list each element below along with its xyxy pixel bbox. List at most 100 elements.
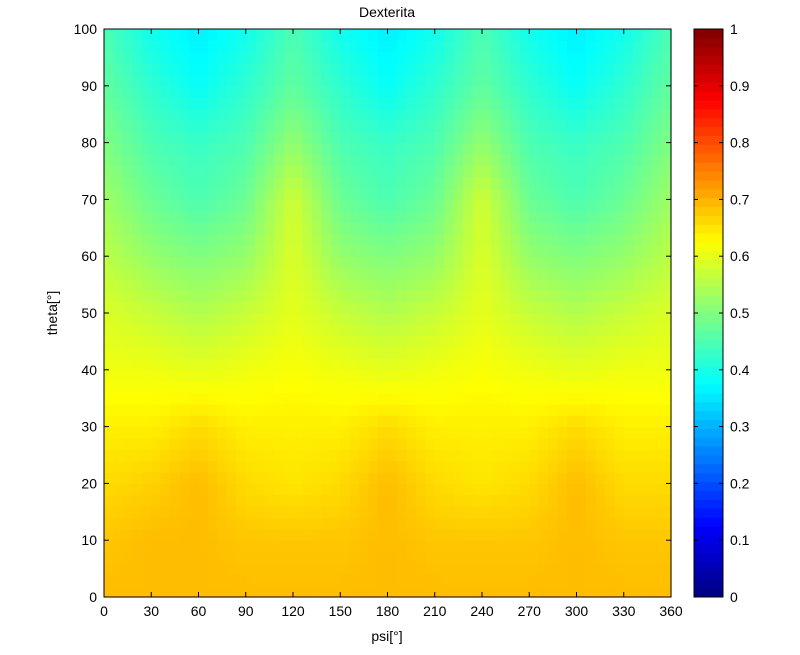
heatmap-cell (538, 517, 549, 530)
heatmap-cell (368, 142, 379, 155)
heatmap-cell (500, 347, 511, 360)
heatmap-cell (189, 199, 200, 212)
heatmap-cell (510, 63, 521, 76)
x-tick-label: 300 (565, 603, 589, 619)
heatmap-cell (198, 551, 209, 564)
heatmap-cell (453, 51, 464, 64)
heatmap-cell (519, 222, 530, 235)
heatmap-cell (472, 324, 483, 337)
heatmap-cell (132, 449, 143, 462)
heatmap-cell (217, 574, 228, 587)
heatmap-cell (463, 449, 474, 462)
heatmap-cell (595, 358, 606, 371)
heatmap-cell (415, 347, 426, 360)
heatmap-cell (519, 40, 530, 53)
heatmap-cell (642, 278, 653, 291)
heatmap-cell (330, 108, 341, 121)
heatmap-cell (406, 494, 417, 507)
heatmap-cell (311, 494, 322, 507)
heatmap-cell (567, 131, 578, 144)
heatmap-cell (189, 85, 200, 98)
heatmap-cell (519, 517, 530, 530)
heatmap-cell (633, 358, 644, 371)
heatmap-cell (482, 244, 493, 257)
heatmap-cell (226, 381, 237, 394)
heatmap-cell (160, 199, 171, 212)
heatmap-cell (132, 562, 143, 575)
heatmap-cell (141, 153, 152, 166)
heatmap-cell (302, 210, 313, 223)
heatmap-cell (444, 324, 455, 337)
heatmap-cell (141, 494, 152, 507)
heatmap-cell (567, 483, 578, 496)
colorbar-swatch (694, 215, 723, 225)
heatmap-cell (378, 403, 389, 416)
heatmap-cell (368, 313, 379, 325)
x-tick-label: 150 (329, 603, 353, 619)
heatmap-cell (415, 153, 426, 166)
heatmap-cell (189, 437, 200, 450)
heatmap-cell (368, 40, 379, 53)
heatmap-cell (245, 472, 256, 484)
heatmap-cell (595, 29, 606, 41)
heatmap-cell (179, 85, 190, 98)
heatmap-cell (387, 63, 398, 76)
heatmap-cell (141, 256, 152, 269)
heatmap-cell (207, 415, 218, 428)
heatmap-cell (113, 40, 124, 53)
heatmap-cell (444, 415, 455, 428)
colorbar-swatch (694, 108, 723, 119)
heatmap-cell (661, 437, 672, 450)
heatmap-cell (519, 97, 530, 110)
heatmap-cell (217, 403, 228, 416)
heatmap-cell (283, 381, 294, 394)
heatmap-cell (387, 176, 398, 189)
heatmap-cell (604, 233, 615, 246)
heatmap-cell (132, 403, 143, 416)
heatmap-cell (141, 108, 152, 121)
heatmap-cell (217, 358, 228, 371)
heatmap-cell (198, 392, 209, 405)
heatmap-cell (396, 483, 407, 496)
heatmap-cell (510, 574, 521, 587)
heatmap-cell (113, 483, 124, 496)
heatmap-cell (519, 358, 530, 371)
heatmap-cell (207, 199, 218, 212)
heatmap-cell (567, 574, 578, 587)
heatmap-cell (226, 108, 237, 121)
heatmap-cell (132, 131, 143, 144)
heatmap-cell (557, 233, 568, 246)
heatmap-cell (255, 165, 266, 178)
heatmap-cell (415, 256, 426, 269)
heatmap-cell (548, 63, 559, 76)
heatmap-cell (160, 426, 171, 439)
heatmap-cell (595, 131, 606, 144)
heatmap-cell (548, 142, 559, 155)
heatmap-cell (623, 483, 634, 496)
heatmap-cell (482, 210, 493, 223)
heatmap-cell (274, 358, 285, 371)
heatmap-cell (491, 301, 502, 314)
heatmap-cell (623, 290, 634, 303)
heatmap-cell (359, 142, 370, 155)
heatmap-cell (236, 506, 247, 519)
colorbar-swatch (694, 64, 723, 74)
heatmap-cell (519, 483, 530, 496)
heatmap-cell (604, 199, 615, 212)
heatmap-cell (283, 574, 294, 587)
heatmap-cell (293, 165, 304, 178)
heatmap-cell (567, 392, 578, 405)
heatmap-cell (274, 528, 285, 541)
heatmap-cell (604, 335, 615, 348)
heatmap-cell (255, 460, 266, 473)
heatmap-cell (330, 449, 341, 462)
heatmap-cell (472, 449, 483, 462)
heatmap-cell (548, 119, 559, 132)
heatmap-cell (293, 244, 304, 257)
heatmap-cell (283, 426, 294, 439)
heatmap-cell (104, 369, 115, 382)
heatmap-cell (387, 483, 398, 496)
heatmap-cell (529, 244, 540, 257)
heatmap-cell (604, 562, 615, 575)
heatmap-cell (104, 267, 115, 280)
